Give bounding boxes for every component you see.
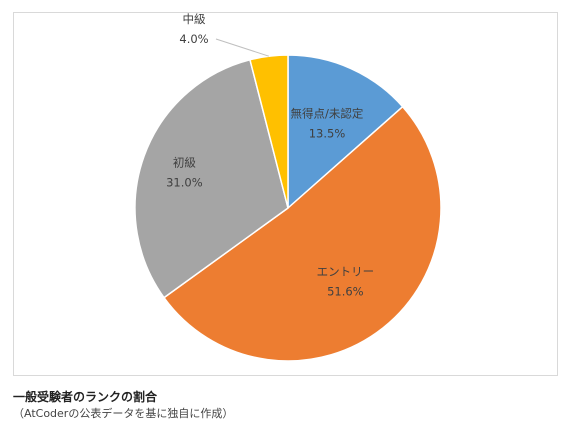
pie-slice bbox=[287, 54, 404, 210]
slice-value: 13.5% bbox=[309, 127, 346, 141]
caption-subtitle: （AtCoderの公表データを基に独自に作成） bbox=[13, 407, 234, 420]
leader-line bbox=[215, 38, 269, 57]
slice-label: 初級 bbox=[173, 156, 196, 170]
pie-slice bbox=[249, 54, 289, 209]
slice-label: 無得点/未認定 bbox=[291, 107, 364, 121]
caption-title: 一般受験者のランクの割合 bbox=[13, 390, 158, 404]
slice-value: 51.6% bbox=[327, 285, 364, 299]
pie-chart: 無得点/未認定 13.5% エントリー 51.6% 初級 31.0% 中級 4.0% bbox=[134, 13, 442, 362]
slice-value: 31.0% bbox=[166, 176, 203, 190]
chart-frame: 無得点/未認定 13.5% エントリー 51.6% 初級 31.0% 中級 4.0% bbox=[13, 12, 558, 376]
slice-label: 中級 bbox=[183, 13, 206, 26]
slice-value: 4.0% bbox=[179, 32, 208, 46]
slice-label: エントリー bbox=[317, 265, 375, 279]
pie-slice bbox=[162, 105, 442, 362]
pie-slice bbox=[134, 58, 289, 299]
